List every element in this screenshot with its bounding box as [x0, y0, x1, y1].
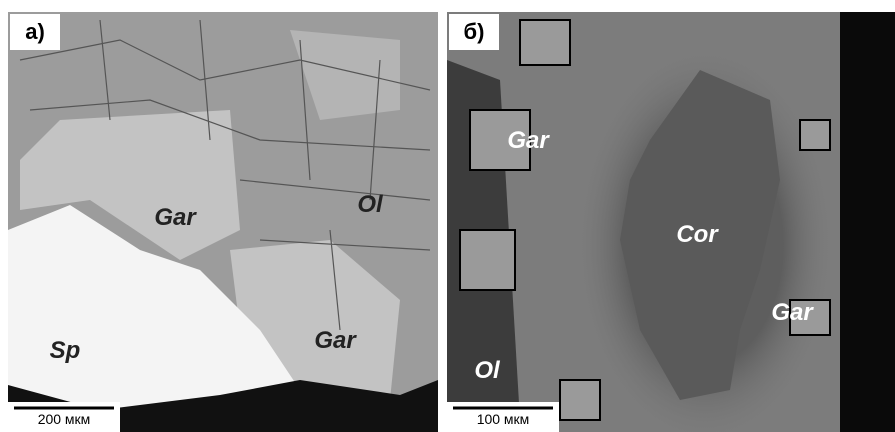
- panel-a-image: [8, 12, 438, 432]
- page: а) б) Gar Ol Gar Sp Gar Cor Gar Ol 200 м…: [0, 0, 895, 432]
- panel-b-image: [447, 12, 895, 432]
- scale-label: 100 мкм: [477, 411, 530, 427]
- panel-label: б): [464, 19, 485, 44]
- mineral-label: Gar: [154, 204, 197, 231]
- panel-label: а): [25, 19, 45, 44]
- scale-label: 200 мкм: [38, 411, 91, 427]
- mineral-label: Cor: [676, 221, 719, 248]
- mineral-label: Gar: [314, 327, 357, 354]
- mineral-label: Gar: [507, 127, 550, 154]
- figure: а) б) Gar Ol Gar Sp Gar Cor Gar Ol 200 м…: [0, 0, 895, 432]
- mineral-label: Gar: [771, 299, 814, 326]
- mineral-label: Ol: [474, 357, 501, 384]
- mineral-label: Sp: [50, 337, 81, 364]
- mineral-label: Ol: [357, 191, 384, 218]
